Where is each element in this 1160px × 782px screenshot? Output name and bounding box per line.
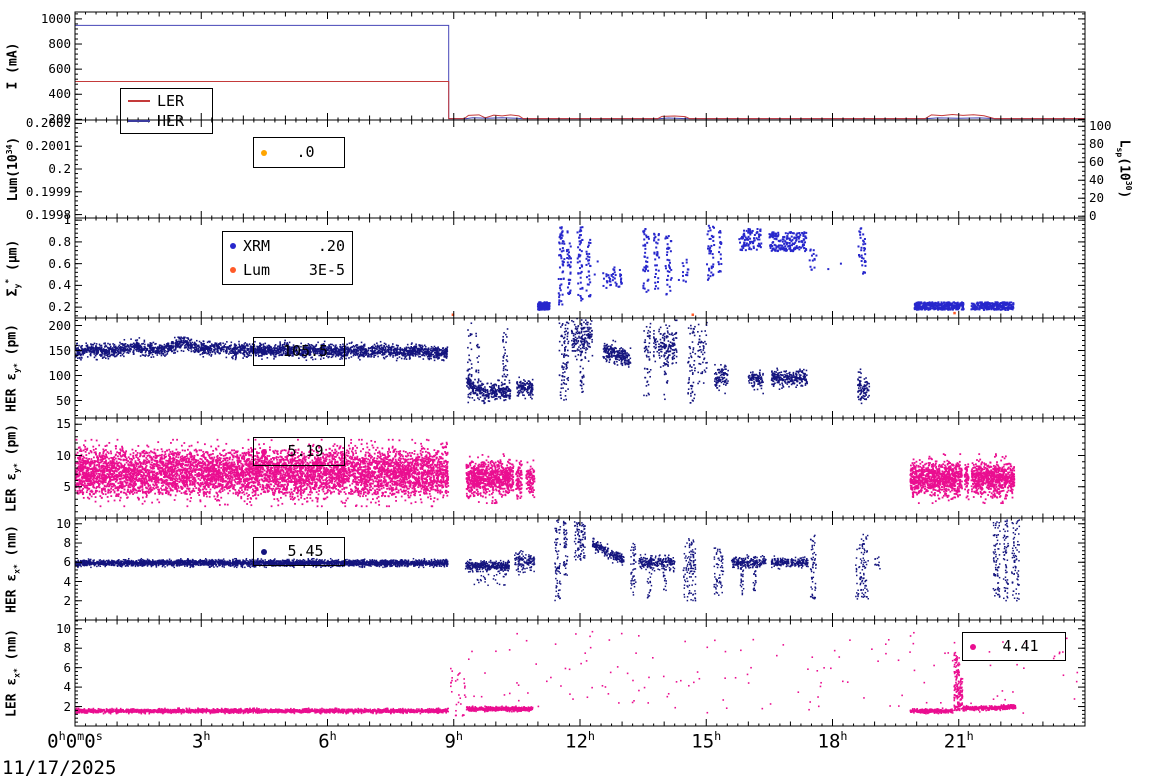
lum-marker <box>230 267 236 273</box>
legend-ler-eps-x: 4.41 <box>962 632 1066 661</box>
legend-entry: Lum 3E-5 <box>230 260 345 279</box>
legend-entry: HER <box>128 111 205 130</box>
legend-her-eps-y: 105.5 <box>253 337 345 366</box>
legend-value: 5.45 <box>287 542 324 560</box>
ler-eps-x-marker <box>970 643 976 650</box>
legend-label: LER <box>157 91 185 110</box>
date-label: 11/17/2025 <box>2 757 117 779</box>
legend-label: HER <box>157 111 185 130</box>
legend-value: 4.41 <box>1002 637 1039 655</box>
legend-label: Lum <box>243 260 271 279</box>
legend-entry: LER <box>128 91 205 110</box>
legend-value: .20 <box>317 236 345 255</box>
her-eps-y-marker <box>261 348 267 355</box>
legend-value: 105.5 <box>282 342 329 360</box>
legend-entry: XRM .20 <box>230 236 345 255</box>
legend-value: .0 <box>296 143 315 161</box>
legend-luminosity: .0 <box>253 137 345 168</box>
legend-entry: .0 <box>261 145 337 160</box>
legend-current: LER HER <box>120 88 213 134</box>
legend-value: 3E-5 <box>308 260 345 279</box>
ler-eps-y-marker <box>261 448 267 455</box>
her-eps-x-marker <box>261 548 267 555</box>
legend-sigma-y: XRM .20 Lum 3E-5 <box>222 231 353 285</box>
lum-marker <box>261 149 267 156</box>
legend-entry: 5.19 <box>261 444 337 459</box>
her-line-swatch <box>128 120 150 122</box>
ler-line-swatch <box>128 100 150 102</box>
legend-entry: 5.45 <box>261 544 337 559</box>
legend-ler-eps-y: 5.19 <box>253 437 345 466</box>
legend-entry: 105.5 <box>261 344 337 359</box>
legend-entry: 4.41 <box>970 639 1058 654</box>
legend-value: 5.19 <box>287 442 324 460</box>
legend-label: XRM <box>243 236 271 255</box>
legend-her-eps-x: 5.45 <box>253 537 345 566</box>
xrm-marker <box>230 243 236 249</box>
